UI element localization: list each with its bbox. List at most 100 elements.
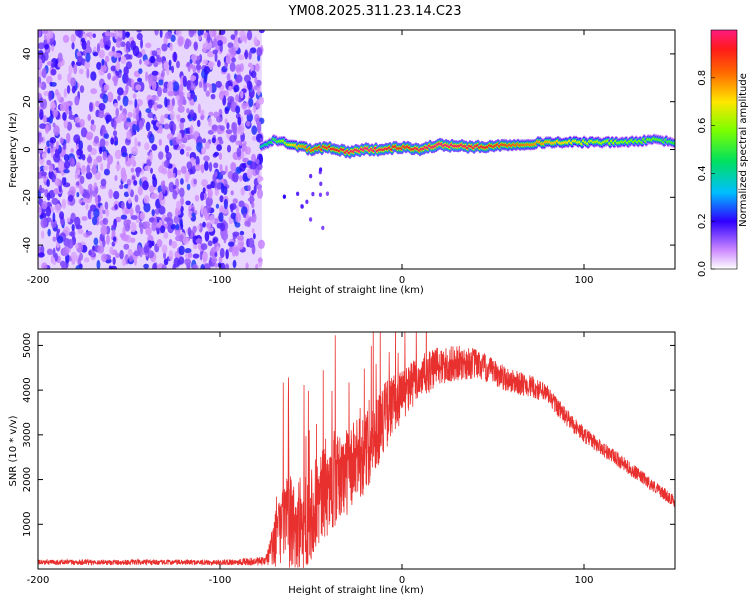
noise-cell	[168, 59, 172, 67]
noise-cell	[194, 194, 200, 202]
noise-cell	[130, 237, 136, 243]
noise-cell	[201, 178, 208, 187]
noise-cell	[184, 170, 190, 180]
noise-cell	[258, 153, 264, 165]
noise-cell	[41, 153, 47, 159]
noise-cell	[127, 197, 132, 204]
noise-cell	[235, 64, 242, 74]
noise-cell	[181, 130, 185, 139]
noise-cell	[204, 231, 210, 242]
noise-cell	[113, 102, 119, 108]
noise-cell	[114, 30, 119, 40]
noise-cell	[235, 140, 241, 146]
noise-cell	[167, 90, 174, 97]
noise-cell	[130, 167, 135, 173]
noise-cell	[205, 221, 212, 229]
noise-cell	[124, 73, 129, 84]
noise-cell	[112, 236, 117, 242]
noise-cell	[204, 141, 210, 150]
noise-cell	[242, 213, 247, 219]
noise-cell	[38, 58, 43, 70]
noise-cell	[187, 226, 192, 237]
noise-cell	[227, 241, 235, 247]
snr-ylabel: SNR (10 * v/v)	[8, 415, 19, 486]
noise-cell	[176, 60, 180, 69]
noise-cell	[179, 187, 185, 198]
noise-cell	[153, 101, 159, 111]
noise-cell	[247, 197, 255, 203]
noise-cell	[243, 74, 251, 83]
noise-cell	[203, 65, 210, 75]
noise-cell	[224, 107, 229, 115]
noise-cell	[151, 240, 155, 247]
x-tick-label: 100	[574, 275, 593, 286]
noise-cell	[105, 140, 109, 147]
noise-cell	[121, 201, 125, 210]
noise-cell	[55, 141, 59, 150]
noise-cell	[113, 120, 117, 130]
noise-cell	[203, 82, 207, 93]
noise-cell	[238, 200, 245, 208]
noise-cell	[227, 42, 234, 49]
noise-cell	[225, 53, 231, 64]
noise-cell	[196, 119, 201, 128]
noise-cell	[223, 198, 228, 210]
noise-cell	[216, 182, 222, 191]
noise-cell	[171, 65, 175, 74]
y-tick-label: -40	[22, 237, 33, 253]
spectrogram-xlabel: Height of straight line (km)	[288, 285, 424, 296]
noise-cell	[189, 125, 194, 135]
noise-cell	[54, 177, 61, 186]
noise-cell	[224, 165, 228, 174]
y-tick-label: 40	[22, 48, 33, 61]
noise-cell	[160, 225, 166, 234]
noise-cell	[230, 161, 237, 172]
noise-cell	[251, 153, 257, 163]
noise-cell	[202, 251, 208, 262]
noise-cell	[178, 256, 185, 265]
noise-cell	[96, 61, 102, 70]
noise-cell	[218, 90, 224, 100]
noise-cell	[318, 192, 323, 198]
noise-cell	[319, 181, 323, 187]
noise-cell	[50, 255, 54, 264]
noise-cell	[79, 185, 84, 195]
noise-cell	[235, 204, 239, 215]
noise-cell	[81, 164, 86, 173]
noise-cell	[246, 80, 253, 90]
noise-cell	[91, 164, 97, 175]
noise-cell	[225, 129, 233, 135]
noise-cell	[57, 73, 62, 81]
noise-cell	[98, 49, 105, 59]
noise-cell	[86, 230, 93, 236]
noise-cell	[57, 52, 63, 63]
noise-cell	[230, 212, 237, 220]
noise-cell	[199, 109, 205, 115]
noise-cell	[227, 95, 235, 104]
x-tick-label: -100	[209, 575, 232, 586]
noise-cell	[170, 110, 175, 121]
noise-cell	[132, 93, 137, 99]
noise-cell	[177, 169, 182, 176]
noise-cell	[54, 203, 62, 213]
noise-cell	[128, 100, 133, 105]
noise-cell	[100, 162, 104, 171]
noise-cell	[145, 42, 152, 49]
noise-cell	[230, 203, 234, 213]
noise-cell	[133, 256, 137, 266]
noise-cell	[70, 33, 76, 43]
noise-cell	[151, 50, 158, 57]
noise-cell	[95, 100, 100, 108]
noise-cell	[87, 144, 93, 153]
noise-cell	[101, 58, 105, 66]
noise-cell	[209, 214, 216, 225]
noise-cell	[244, 49, 249, 60]
noise-cell	[239, 129, 244, 136]
noise-cell	[156, 104, 163, 109]
noise-cell	[201, 147, 207, 155]
noise-cell	[131, 78, 135, 90]
noise-cell	[59, 137, 64, 144]
noise-cell	[99, 146, 103, 155]
noise-cell	[175, 235, 181, 242]
noise-cell	[246, 168, 253, 179]
